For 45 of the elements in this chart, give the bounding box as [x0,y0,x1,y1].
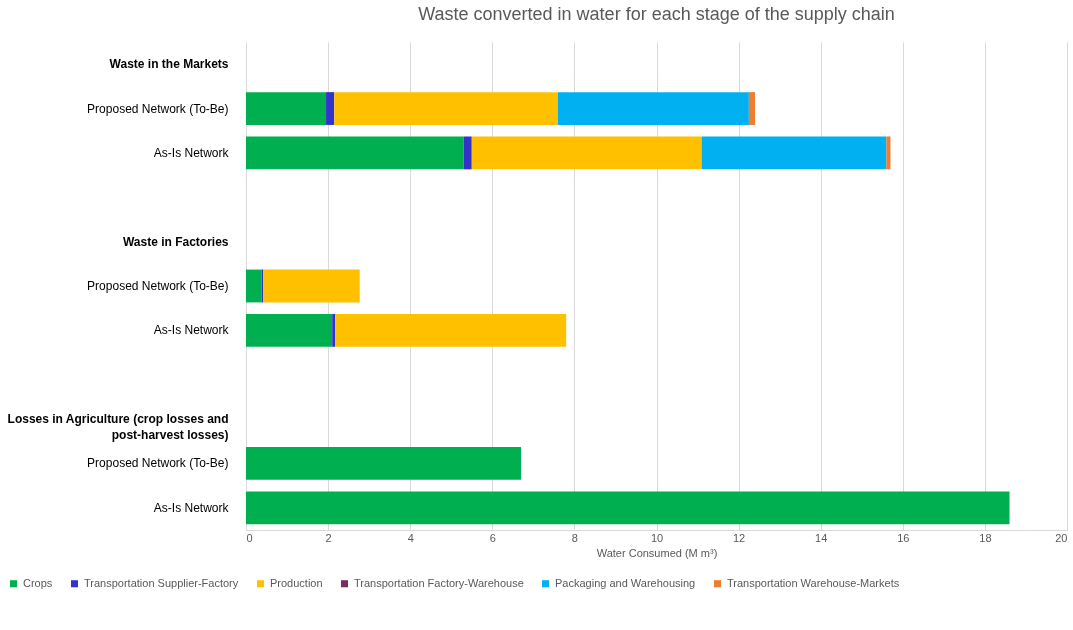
legend-label: Transportation Warehouse-Markets [727,576,900,589]
y-tick-label: As-Is Network [153,323,230,338]
x-tick-label: 4 [407,531,414,544]
bar [246,313,333,347]
y-tick-label: Proposed Network (To-Be) [87,456,229,471]
bar [748,92,756,125]
bar [246,491,1010,525]
y-tick-label: Losses in Agriculture (crop losses and post-harvest losses) [7,412,229,443]
x-tick-label: 8 [571,531,578,544]
x-tick-label: 20 [1055,531,1068,544]
x-tick-label: 0 [246,531,253,544]
bar [326,92,335,125]
x-tick-label: 6 [489,531,496,544]
x-tick-label: 2 [325,531,332,544]
y-tick-label: Waste in the Markets [109,57,229,72]
bar [334,92,558,125]
bar [886,136,891,170]
bar [463,136,472,170]
bar [701,136,887,170]
x-tick-label: 16 [897,531,910,544]
x-tick-label: 14 [815,531,828,544]
legend-label: Crops [23,576,53,589]
y-tick-label: Proposed Network (To-Be) [87,101,229,116]
legend-label: Transportation Supplier-Factory [84,576,239,589]
bar [263,269,360,303]
legend-label: Transportation Factory-Warehouse [354,576,524,589]
chart-title: Waste converted in water for each stage of the supply chain [418,4,895,24]
bar [332,313,336,347]
bar [335,313,567,347]
y-tick-label: As-Is Network [153,500,230,515]
x-tick-label: 10 [650,531,664,544]
y-tick-label: Proposed Network (To-Be) [87,279,229,293]
y-tick-label: Waste in Factories [122,234,229,249]
x-axis-title: Water Consumed (M m³) [596,546,718,559]
legend-label: Packaging and Warehousing [555,576,696,589]
bar [557,92,749,125]
bar [246,92,327,125]
x-tick-label: 12 [732,531,746,544]
x-tick-label: 18 [979,531,992,544]
bar [246,269,262,303]
legend-label: Production [270,576,323,589]
bar [246,447,522,480]
bar [471,136,702,170]
bar [246,136,464,170]
y-tick-label: As-Is Network [153,145,230,160]
